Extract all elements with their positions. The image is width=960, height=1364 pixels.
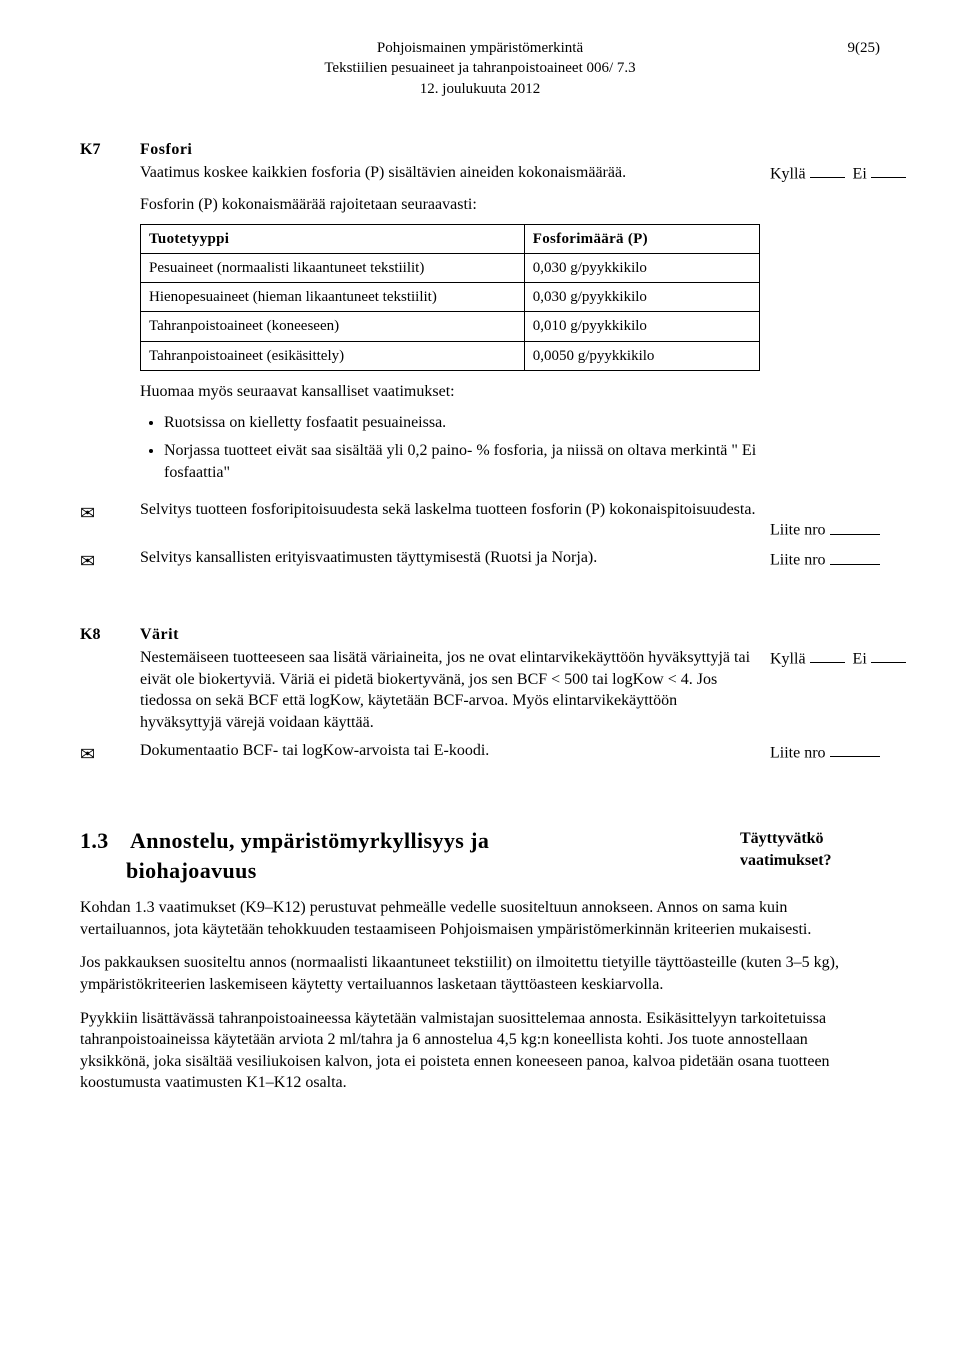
right-line2: vaatimukset? <box>740 850 880 872</box>
h13-p2: Jos pakkauksen suositeltu annos (normaal… <box>80 952 880 995</box>
cell: 0,030 g/pyykkikilo <box>524 283 759 312</box>
liite-label: Liite nro <box>770 522 826 539</box>
k8-title: Värit <box>140 624 760 646</box>
header-line-3: 12. joulukuuta 2012 <box>324 79 635 99</box>
section-1-3-title-line1: Annostelu, ympäristömyrkyllisyys ja <box>130 826 489 856</box>
cell: 0,0050 g/pyykkikilo <box>524 341 759 370</box>
liite-label: Liite nro <box>770 552 826 569</box>
header-line-2: Tekstiilien pesuaineet ja tahranpoistoai… <box>324 58 635 78</box>
k7-liite2: Liite nro <box>760 547 880 571</box>
yes-label: Kyllä <box>770 650 806 667</box>
liite-blank[interactable] <box>830 740 880 758</box>
header-line-1: Pohjoismainen ympäristömerkintä <box>324 38 635 58</box>
k7-attach2: Selvitys kansallisten erityisvaatimusten… <box>140 547 760 569</box>
k7-yes-no: Kyllä Ei <box>770 161 880 185</box>
cell: 0,030 g/pyykkikilo <box>524 253 759 282</box>
yes-blank[interactable] <box>810 161 845 179</box>
cell: 0,010 g/pyykkikilo <box>524 312 759 341</box>
yes-blank[interactable] <box>810 646 845 664</box>
table-row: Pesuaineet (normaalisti likaantuneet tek… <box>141 253 760 282</box>
table-row: Tahranpoistoaineet (koneeseen) 0,010 g/p… <box>141 312 760 341</box>
yes-label: Kyllä <box>770 165 806 182</box>
no-blank[interactable] <box>871 646 906 664</box>
k8-attach: Dokumentaatio BCF- tai logKow-arvoista t… <box>140 740 760 762</box>
th-fosforimaara: Fosforimäärä (P) <box>524 224 759 253</box>
h13-p3: Pyykkiin lisättävässä tahranpoistoainees… <box>80 1008 880 1094</box>
k8-yes-no: Kyllä Ei <box>770 646 880 670</box>
table-row: Tahranpoistoaineet (esikäsittely) 0,0050… <box>141 341 760 370</box>
envelope-icon: ✉ <box>80 547 140 573</box>
k8-code: K8 <box>80 624 140 646</box>
no-blank[interactable] <box>871 161 906 179</box>
h13-p1: Kohdan 1.3 vaatimukset (K9–K12) perustuv… <box>80 897 880 940</box>
table-row: Hienopesuaineet (hieman likaantuneet tek… <box>141 283 760 312</box>
liite-label: Liite nro <box>770 744 826 761</box>
k7-code: K7 <box>80 139 140 161</box>
envelope-icon: ✉ <box>80 740 140 766</box>
k7-line2: Fosforin (P) kokonaismäärää rajoitetaan … <box>140 194 760 216</box>
table-header-row: Tuotetyyppi Fosforimäärä (P) <box>141 224 760 253</box>
liite-blank[interactable] <box>830 517 880 535</box>
k7-title: Fosfori <box>140 139 760 161</box>
cell: Pesuaineet (normaalisti likaantuneet tek… <box>141 253 525 282</box>
cell: Tahranpoistoaineet (koneeseen) <box>141 312 525 341</box>
fulfils-requirements: Täyttyvätkö vaatimukset? <box>740 826 880 871</box>
envelope-icon: ✉ <box>80 499 140 525</box>
section-1-3-title-line2: biohajoavuus <box>126 856 257 886</box>
k8-body: Nestemäiseen tuotteeseen saa lisätä väri… <box>140 647 760 733</box>
no-label: Ei <box>853 165 867 182</box>
right-line1: Täyttyvätkö <box>740 828 880 850</box>
k7-bullets: Ruotsissa on kielletty fosfaatit pesuain… <box>164 412 760 483</box>
cell: Tahranpoistoaineet (esikäsittely) <box>141 341 525 370</box>
th-tuotetyyppi: Tuotetyyppi <box>141 224 525 253</box>
section-1-3-num: 1.3 <box>80 826 126 856</box>
header-center: Pohjoismainen ympäristömerkintä Tekstiil… <box>324 38 635 99</box>
k7-note-intro: Huomaa myös seuraavat kansalliset vaatim… <box>140 381 760 403</box>
k7-attach1: Selvitys tuotteen fosforipitoisuudesta s… <box>140 499 760 521</box>
k8-liite: Liite nro <box>760 740 880 764</box>
k7-liite1: Liite nro <box>760 499 880 541</box>
liite-blank[interactable] <box>830 547 880 565</box>
cell: Hienopesuaineet (hieman likaantuneet tek… <box>141 283 525 312</box>
page-number: 9(25) <box>848 38 881 58</box>
page-header: Pohjoismainen ympäristömerkintä Tekstiil… <box>80 38 880 99</box>
list-item: Ruotsissa on kielletty fosfaatit pesuain… <box>164 412 760 434</box>
k7-intro: Vaatimus koskee kaikkien fosforia (P) si… <box>140 162 760 184</box>
k7-table: Tuotetyyppi Fosforimäärä (P) Pesuaineet … <box>140 224 760 371</box>
list-item: Norjassa tuotteet eivät saa sisältää yli… <box>164 440 760 483</box>
no-label: Ei <box>853 650 867 667</box>
